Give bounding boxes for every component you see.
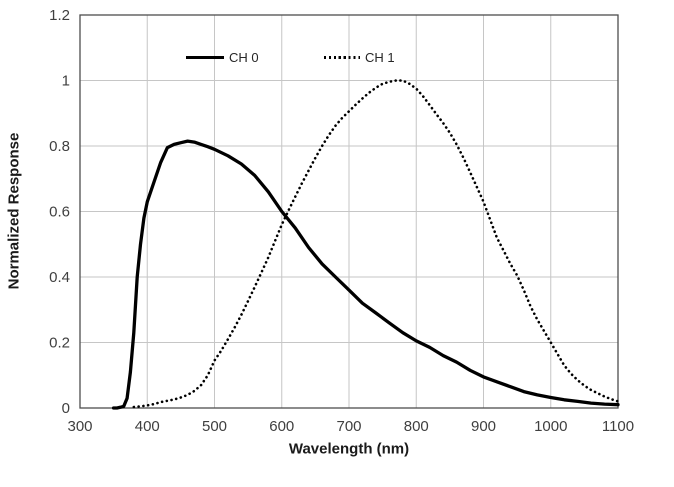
x-tick-label: 700 [336,418,361,435]
x-tick-label: 500 [202,418,227,435]
y-tick-label: 0.4 [49,269,70,286]
series-line-ch0 [111,139,620,410]
x-tick-label: 300 [67,418,92,435]
legend-label-ch0: CH 0 [229,50,259,65]
legend-dotted-line-sample [324,56,360,59]
plot-border [79,14,619,409]
legend-label-ch1: CH 1 [365,50,395,65]
x-axis-title: Wavelength (nm) [288,440,410,458]
x-tick-label: 1000 [534,418,567,435]
legend-item-ch0: CH 0 [186,50,259,65]
y-tick-label: 0.6 [49,204,70,221]
x-tick-label: 400 [135,418,160,435]
y-axis-title: Normalized Response [5,132,23,290]
series-line-ch1 [132,79,620,409]
y-tick-label: 0 [62,400,70,417]
y-tick-label: 0.2 [49,335,70,352]
y-tick-label: 1.2 [49,7,70,24]
y-tick-label: 0.8 [49,138,70,155]
x-tick-label: 1100 [602,418,634,435]
y-tick-label: 1 [62,73,70,90]
x-tick-label: 600 [269,418,294,435]
legend-solid-line-sample [186,56,224,59]
x-tick-label: 800 [404,418,429,435]
x-tick-label: 900 [471,418,496,435]
legend-item-ch1: CH 1 [324,50,395,65]
